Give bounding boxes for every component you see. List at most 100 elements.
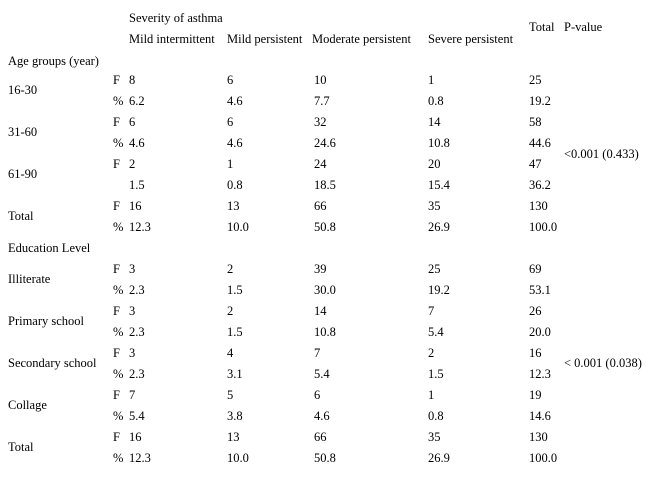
- row-marker: F: [113, 73, 120, 87]
- table-cell: 12.3: [129, 220, 151, 234]
- row-marker: F: [113, 304, 120, 318]
- group-label: Secondary school: [8, 356, 97, 370]
- row-marker: F: [113, 199, 120, 213]
- table-cell: 24: [314, 157, 327, 171]
- table-cell: 4.6: [227, 94, 243, 108]
- row-marker: F: [113, 262, 120, 276]
- table-cell: 24.6: [314, 136, 336, 150]
- table-cell: 5.4: [129, 409, 145, 423]
- row-marker: F: [113, 157, 120, 171]
- row-marker: %: [113, 94, 124, 108]
- col-header-mild-intermittent: Mild intermittent: [129, 32, 215, 46]
- col-header-moderate-persistent: Moderate persistent: [312, 32, 411, 46]
- row-marker: F: [113, 346, 120, 360]
- table-cell: 20.0: [529, 325, 551, 339]
- table-cell: 2: [227, 262, 234, 276]
- table-cell: 1: [428, 388, 435, 402]
- table-cell: 10.0: [227, 220, 249, 234]
- table-cell: 16: [129, 430, 142, 444]
- section-title-education: Education Level: [8, 241, 91, 255]
- table-cell: 13: [227, 199, 240, 213]
- table-cell: 4.6: [227, 136, 243, 150]
- table-cell: 12.3: [129, 451, 151, 465]
- table-cell: 7: [129, 388, 136, 402]
- row-marker: F: [113, 388, 120, 402]
- table-cell: 66: [314, 199, 327, 213]
- table-cell: 7.7: [314, 94, 330, 108]
- col-header-severe-persistent: Severe persistent: [428, 32, 514, 46]
- table-cell: 18.5: [314, 178, 336, 192]
- row-marker: %: [113, 409, 124, 423]
- table-cell: 36.2: [529, 178, 551, 192]
- row-marker: %: [113, 220, 124, 234]
- table-cell: 3.1: [227, 367, 243, 381]
- row-marker: %: [113, 451, 124, 465]
- table-cell: 6: [227, 115, 234, 129]
- col-header-total: Total: [529, 20, 555, 34]
- table-cell: 3: [129, 304, 136, 318]
- table-cell: 3: [129, 262, 136, 276]
- group-label: Illiterate: [8, 272, 51, 286]
- pvalue-age: <0.001 (0.433): [564, 147, 639, 161]
- table-cell: 3.8: [227, 409, 243, 423]
- table-cell: 130: [529, 199, 548, 213]
- table-cell: 14: [428, 115, 441, 129]
- table-cell: 0.8: [227, 178, 243, 192]
- table-cell: 1.5: [227, 325, 243, 339]
- table-cell: 4.6: [314, 409, 330, 423]
- group-label: 16-30: [8, 83, 38, 97]
- table-cell: 4.6: [129, 136, 145, 150]
- table-cell: 58: [529, 115, 542, 129]
- row-marker: %: [113, 136, 124, 150]
- table-cell: 16: [129, 199, 142, 213]
- table-cell: 130: [529, 430, 548, 444]
- table-cell: 1: [227, 157, 234, 171]
- table-cell: 13: [227, 430, 240, 444]
- table-cell: 7: [428, 304, 435, 318]
- table-cell: 7: [314, 346, 321, 360]
- table-cell: 39: [314, 262, 327, 276]
- table-cell: 2.3: [129, 283, 145, 297]
- row-marker: %: [113, 325, 124, 339]
- col-header-mild-persistent: Mild persistent: [227, 32, 303, 46]
- severity-title: Severity of asthma: [129, 11, 223, 25]
- group-label: Total: [8, 209, 34, 223]
- table-cell: 2.3: [129, 325, 145, 339]
- table-cell: 26.9: [428, 220, 450, 234]
- table-cell: 5.4: [428, 325, 444, 339]
- table-cell: 14: [314, 304, 327, 318]
- row-marker: %: [113, 367, 124, 381]
- table-cell: 19.2: [529, 94, 551, 108]
- group-label: Total: [8, 440, 34, 454]
- table-cell: 35: [428, 430, 441, 444]
- table-cell: 6: [314, 388, 321, 402]
- col-header-pvalue: P-value: [564, 20, 603, 34]
- table-cell: 12.3: [529, 367, 551, 381]
- table-cell: 32: [314, 115, 327, 129]
- table-cell: 25: [428, 262, 441, 276]
- table-cell: 100.0: [529, 451, 558, 465]
- table-cell: 10.8: [314, 325, 336, 339]
- table-cell: 26.9: [428, 451, 450, 465]
- table-cell: 44.6: [529, 136, 551, 150]
- table-cell: 25: [529, 73, 542, 87]
- table-cell: 53.1: [529, 283, 551, 297]
- table-cell: 6.2: [129, 94, 145, 108]
- row-marker: F: [113, 430, 120, 444]
- table-cell: 10.8: [428, 136, 450, 150]
- table-cell: 69: [529, 262, 542, 276]
- table-cell: 2.3: [129, 367, 145, 381]
- group-label: 61-90: [8, 167, 38, 181]
- pvalue-education: < 0.001 (0.038): [564, 356, 642, 370]
- table-cell: 47: [529, 157, 542, 171]
- table-cell: 6: [129, 115, 136, 129]
- table-cell: 16: [529, 346, 542, 360]
- table-cell: 66: [314, 430, 327, 444]
- group-label: 31-60: [8, 125, 38, 139]
- table-cell: 2: [428, 346, 435, 360]
- table-cell: 1: [428, 73, 435, 87]
- row-marker: F: [113, 115, 120, 129]
- group-label: Primary school: [8, 314, 85, 328]
- table-cell: 100.0: [529, 220, 558, 234]
- table-cell: 20: [428, 157, 441, 171]
